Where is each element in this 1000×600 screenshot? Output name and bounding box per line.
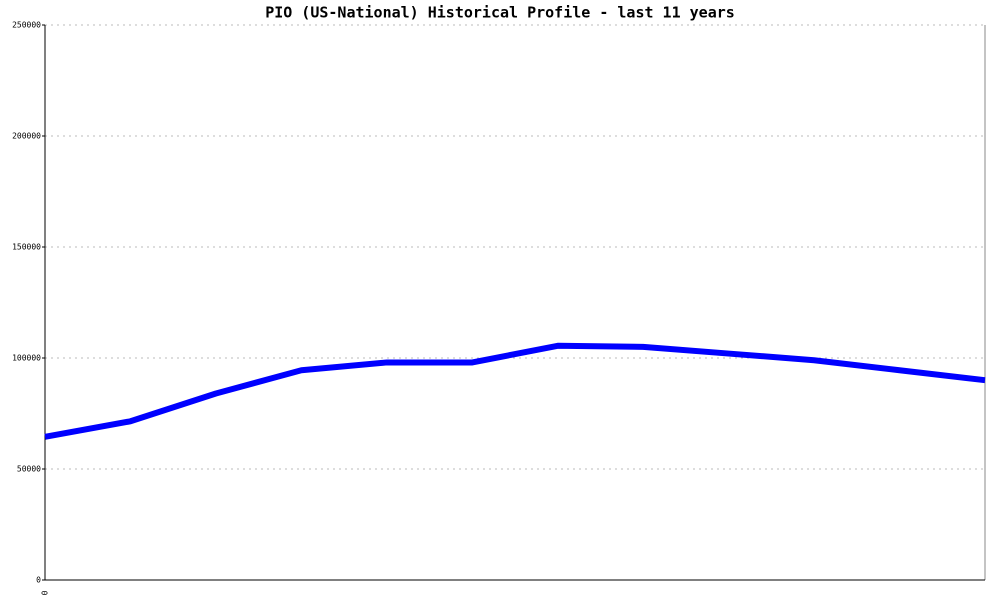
- y-tick-label: 0: [36, 576, 41, 585]
- y-tick-label: 200000: [12, 132, 41, 141]
- x-tick-label: 0: [41, 590, 50, 595]
- y-tick-label: 150000: [12, 243, 41, 252]
- y-tick-label: 250000: [12, 21, 41, 30]
- chart-title: PIO (US-National) Historical Profile - l…: [265, 4, 735, 22]
- y-tick-label: 50000: [17, 465, 41, 474]
- y-tick-label: 100000: [12, 354, 41, 363]
- data-line: [44, 342, 986, 440]
